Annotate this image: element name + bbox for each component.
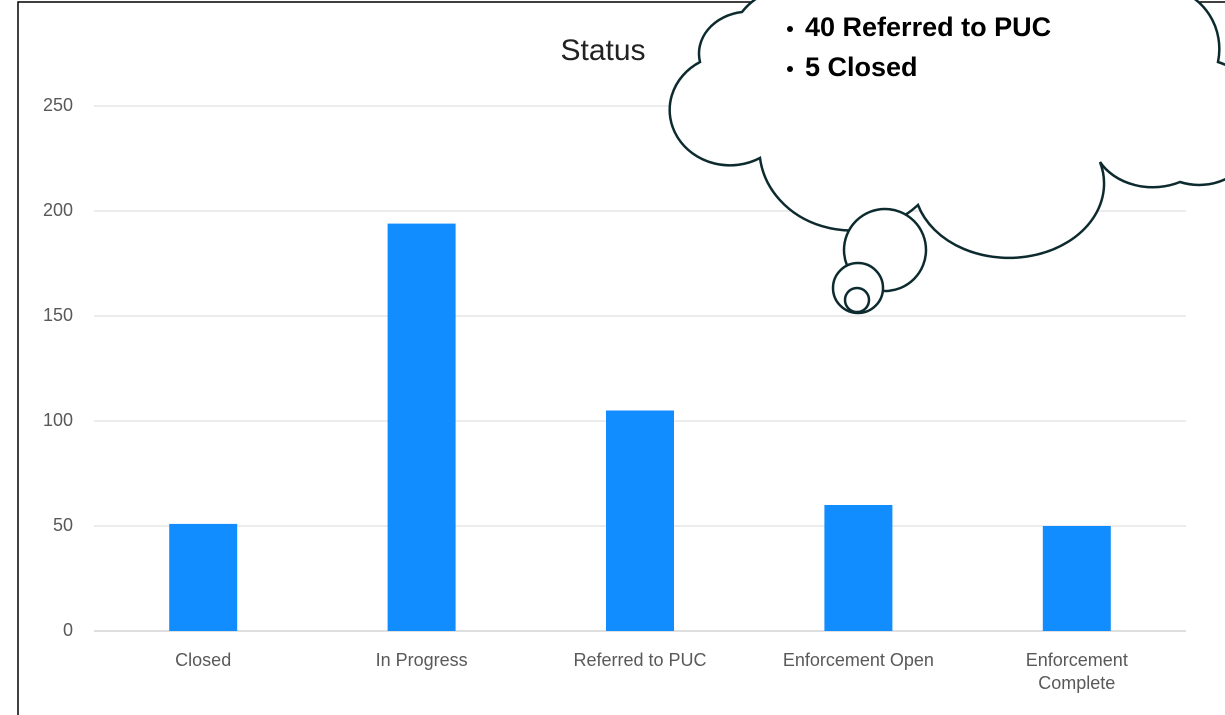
x-tick-label: Closed bbox=[118, 649, 288, 672]
chart-title: Status bbox=[560, 34, 645, 67]
callout: 40 Referred to PUC 5 Closed bbox=[670, 0, 1225, 313]
bar bbox=[606, 411, 674, 632]
y-tick-label: 250 bbox=[43, 95, 73, 115]
bar bbox=[1043, 526, 1111, 631]
x-tick-label: Enforcement Open bbox=[773, 649, 943, 672]
bar bbox=[169, 524, 237, 631]
page: 0 50 100 150 200 250 Status 40 Referred to PU… bbox=[0, 0, 1225, 715]
x-tick-label: Referred to PUC bbox=[555, 649, 725, 672]
bar bbox=[388, 224, 456, 631]
x-tick-label: Enforcement Complete bbox=[992, 649, 1162, 695]
callout-text: 5 Closed bbox=[805, 52, 918, 82]
y-tick-label: 50 bbox=[53, 515, 73, 535]
bar bbox=[824, 505, 892, 631]
x-tick-label: In Progress bbox=[337, 649, 507, 672]
bullet bbox=[787, 66, 793, 72]
y-tick-label: 150 bbox=[43, 305, 73, 325]
y-tick-label: 200 bbox=[43, 200, 73, 220]
thought-bubble bbox=[845, 288, 869, 312]
y-tick-label: 100 bbox=[43, 410, 73, 430]
chart: 0 50 100 150 200 250 Status 40 Referred to PU… bbox=[0, 0, 1225, 715]
bullet bbox=[787, 26, 793, 32]
y-tick-label: 0 bbox=[63, 620, 73, 640]
callout-text: 40 Referred to PUC bbox=[805, 12, 1051, 42]
